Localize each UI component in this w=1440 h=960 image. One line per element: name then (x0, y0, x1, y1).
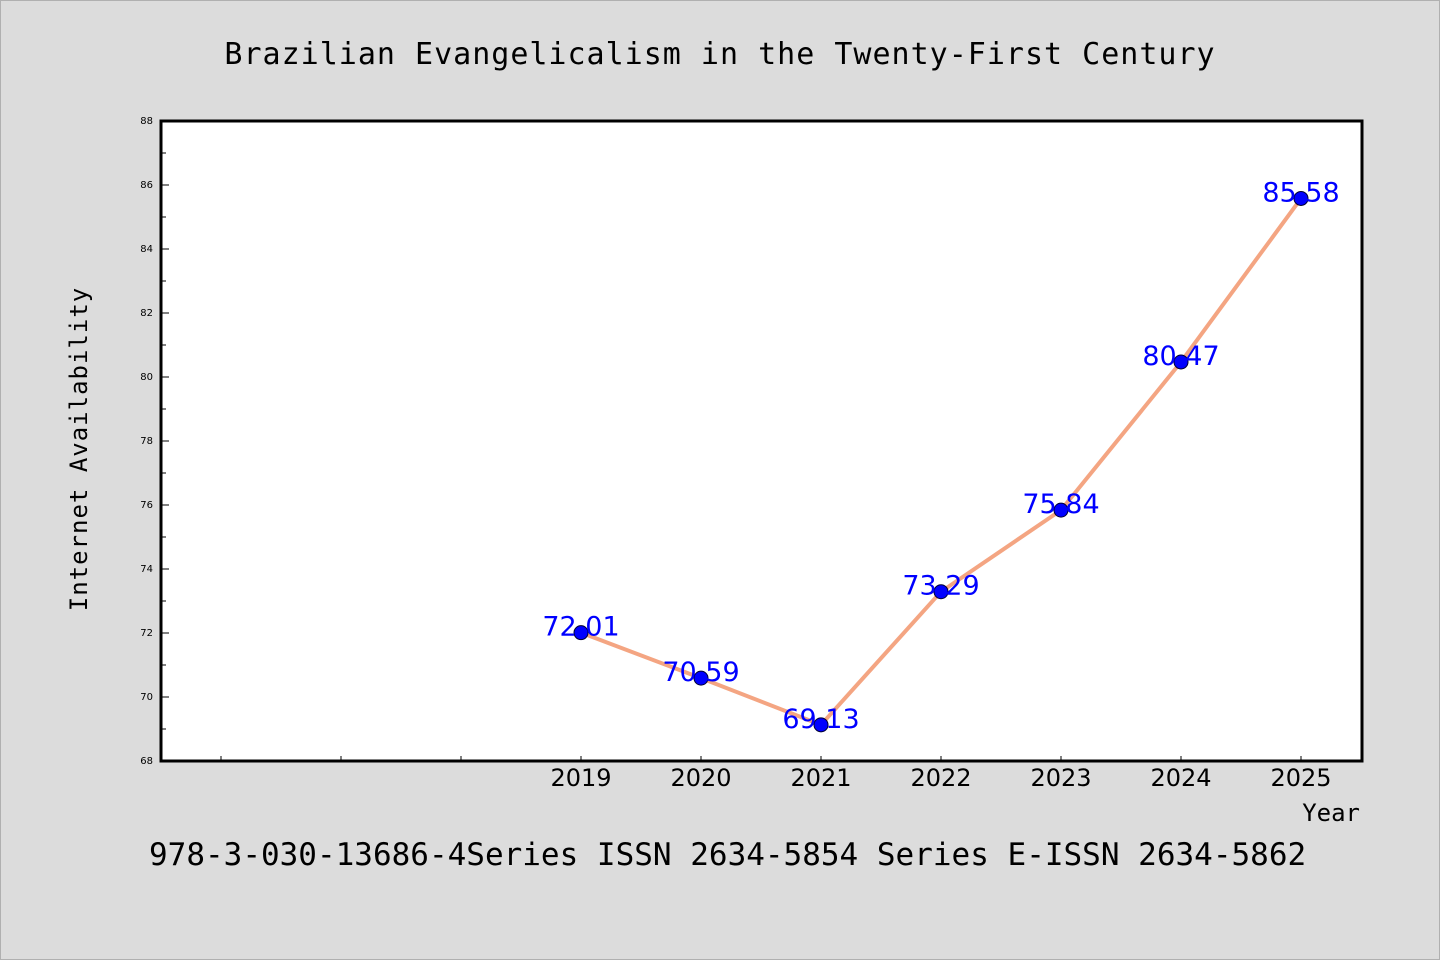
y-tick-label: 72 (140, 628, 153, 639)
data-point (933, 584, 949, 600)
data-point (1053, 502, 1069, 518)
y-tick-label: 84 (140, 244, 153, 255)
data-labels: 72.01 70.59 69.13 73.29 75.84 80.47 85.58 (542, 177, 1339, 734)
series-internet-availability (573, 190, 1309, 733)
x-tick-label: 2020 (670, 764, 731, 792)
data-label: 85.58 (1262, 177, 1339, 208)
data-point (1173, 354, 1189, 370)
x-tick-label: 2019 (550, 764, 611, 792)
data-point (573, 625, 589, 641)
data-label: 73.29 (902, 571, 979, 602)
x-tick-label: 2023 (1030, 764, 1091, 792)
data-label: 75.84 (1022, 489, 1099, 520)
data-point (693, 670, 709, 686)
data-label: 69.13 (782, 704, 859, 735)
y-tick-label: 88 (140, 116, 153, 127)
y-tick-label: 70 (140, 692, 153, 703)
x-tick-label: 2021 (790, 764, 851, 792)
y-tick-label: 76 (140, 500, 153, 511)
data-label: 80.47 (1142, 341, 1219, 372)
x-tick-label: 2024 (1150, 764, 1211, 792)
data-label: 70.59 (662, 657, 739, 688)
data-label: 72.01 (542, 612, 619, 643)
y-tick-label: 78 (140, 436, 153, 447)
y-axis-ticks: 68 70 72 74 76 78 80 82 84 86 88 (140, 116, 169, 767)
x-tick-label: 2022 (910, 764, 971, 792)
y-tick-label: 68 (140, 756, 153, 767)
y-tick-label: 86 (140, 180, 153, 191)
y-tick-label: 74 (140, 564, 153, 575)
data-point (1293, 190, 1309, 206)
x-tick-label: 2025 (1270, 764, 1331, 792)
y-tick-label: 82 (140, 308, 153, 319)
data-point (813, 717, 829, 733)
y-axis-label: Internet Availability (65, 287, 93, 611)
chart-title: Brazilian Evangelicalism in the Twenty-F… (224, 37, 1215, 72)
x-axis-ticks: 2019 2020 2021 2022 2023 2024 2025 (220, 756, 1332, 792)
plot-area (159, 119, 1364, 763)
x-axis-label: Year (1302, 799, 1360, 827)
y-tick-label: 80 (140, 372, 153, 383)
footnote: 978-3-030-13686-4Series ISSN 2634-5854 S… (149, 837, 1306, 873)
